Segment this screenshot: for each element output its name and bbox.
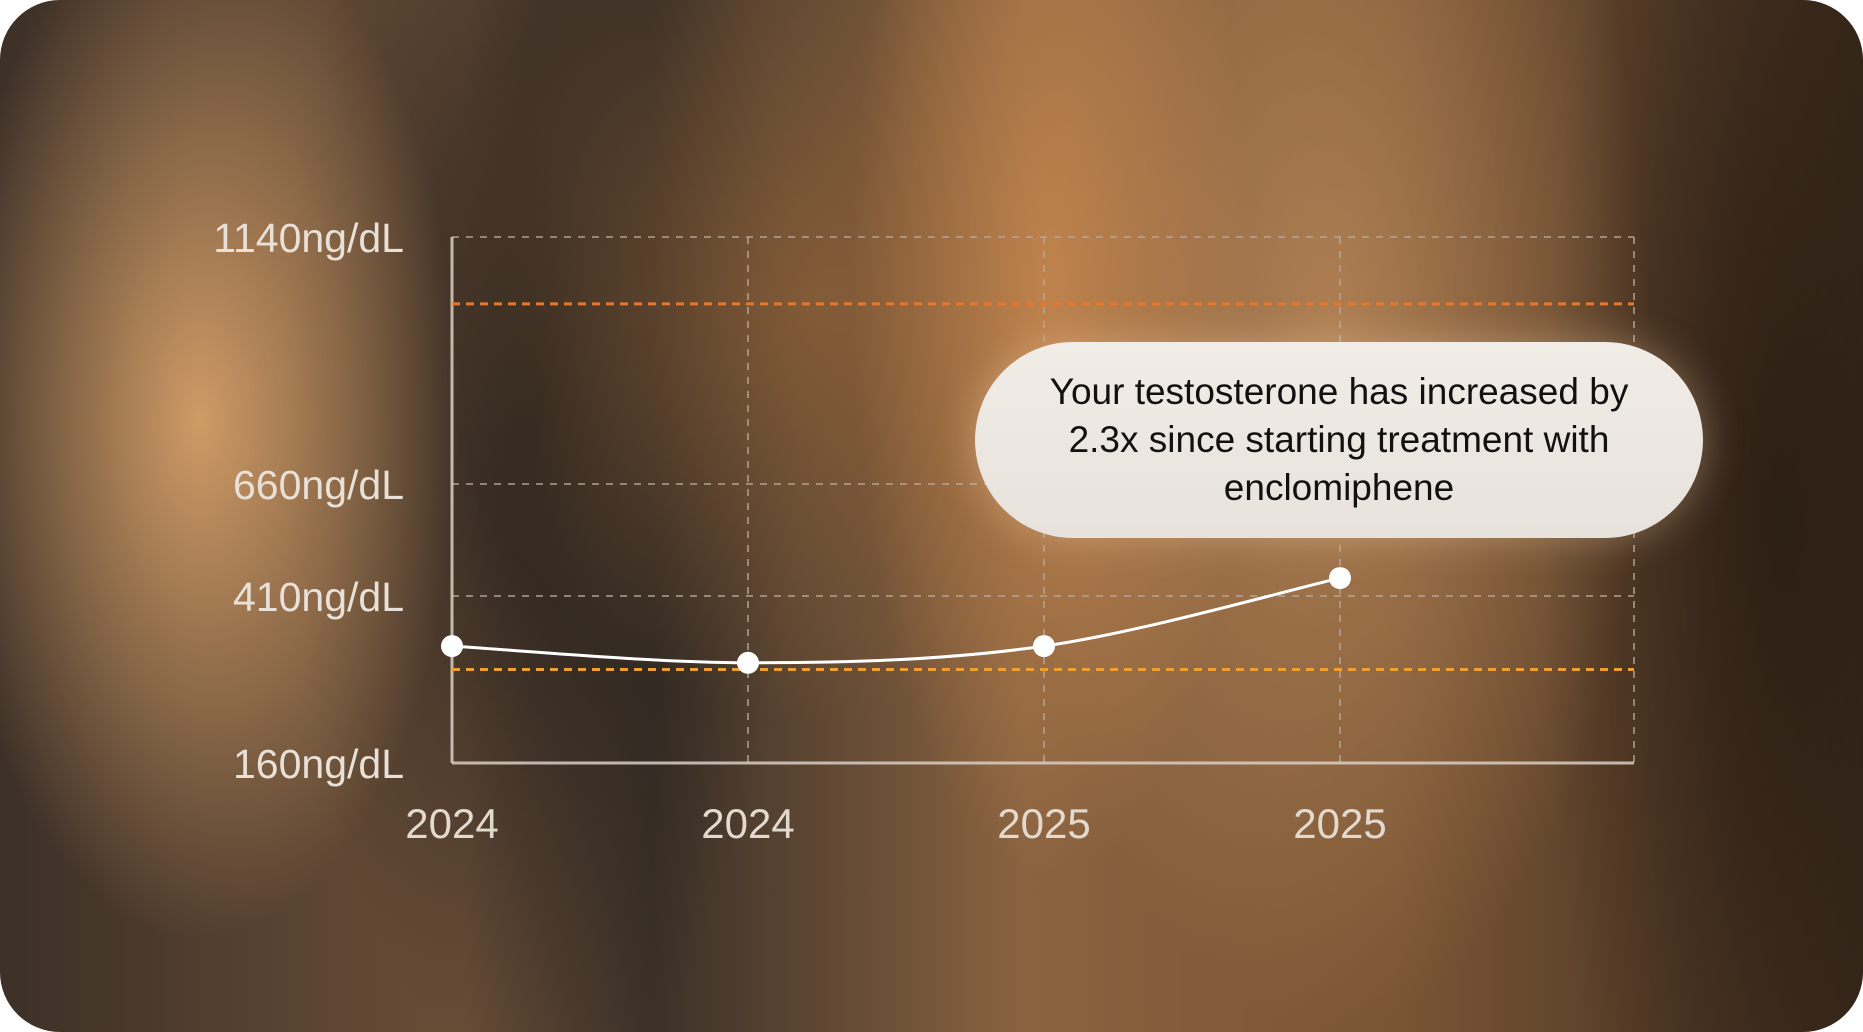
x-tick-label: 2025 (1293, 800, 1386, 847)
x-tick-label: 2024 (701, 800, 794, 847)
data-point (737, 651, 759, 674)
series-line (451, 576, 1341, 665)
x-tick-label: 2024 (405, 800, 498, 847)
y-tick-label: 1140ng/dL (213, 215, 404, 261)
y-tick-label: 660ng/dL (233, 462, 404, 508)
data-point (441, 635, 463, 658)
data-point (1033, 635, 1055, 658)
y-tick-label: 160ng/dL (233, 741, 404, 787)
annotation-text: Your testosterone has increased by 2.3x … (1049, 371, 1629, 508)
annotation-bubble: Your testosterone has increased by 2.3x … (975, 342, 1703, 538)
y-tick-label: 410ng/dL (233, 574, 404, 620)
data-point (1329, 567, 1351, 590)
x-tick-label: 2025 (997, 800, 1090, 847)
